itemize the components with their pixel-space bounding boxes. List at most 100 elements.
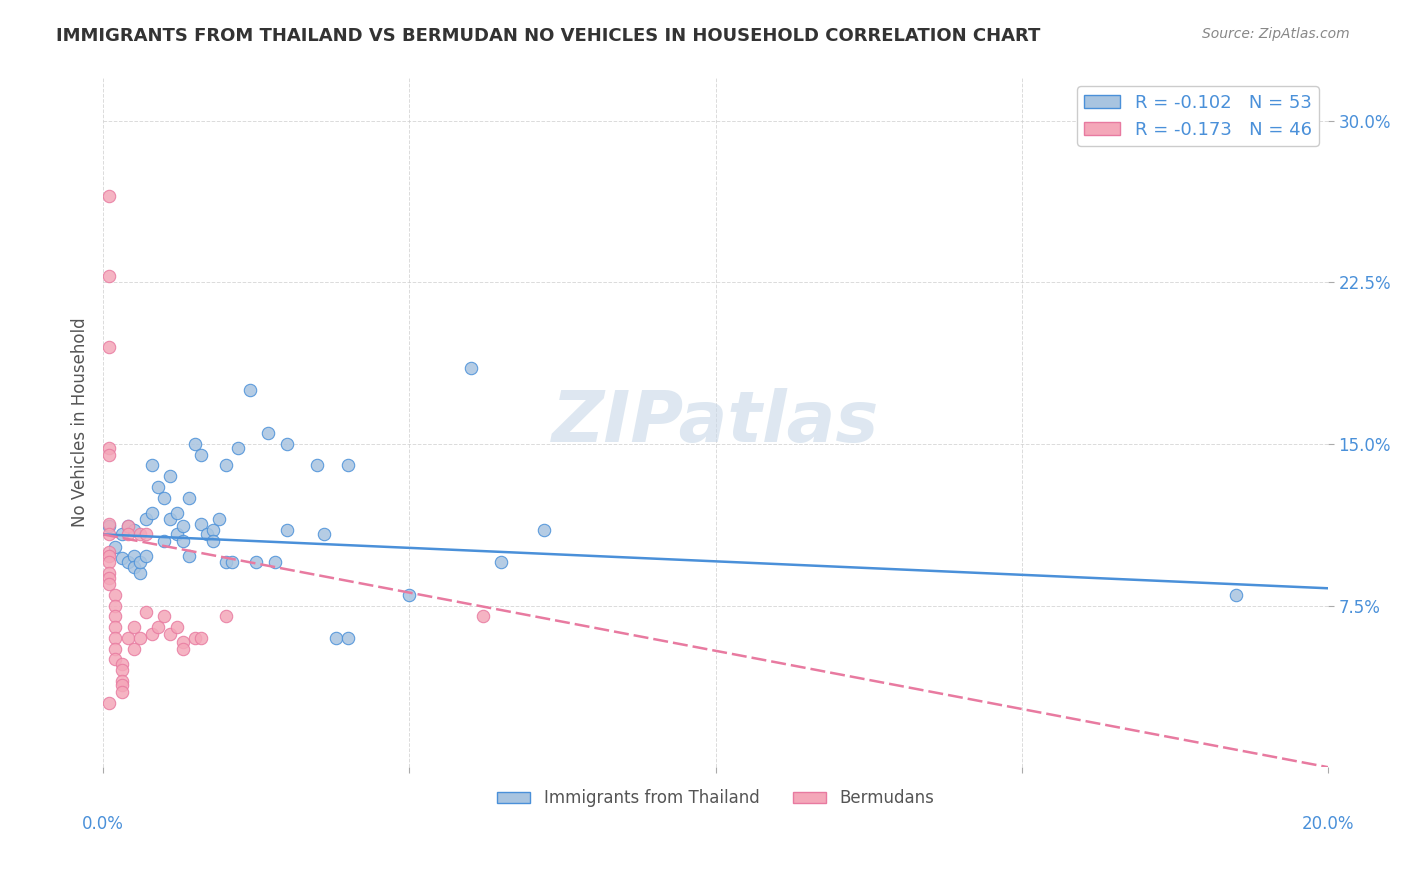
Point xyxy=(312,527,335,541)
Y-axis label: No Vehicles in Household: No Vehicles in Household xyxy=(72,318,89,527)
Point xyxy=(337,631,360,645)
Point xyxy=(245,556,267,570)
Point xyxy=(172,533,194,548)
Point xyxy=(202,523,225,537)
Point xyxy=(98,518,121,533)
Point xyxy=(122,641,145,656)
Text: Source: ZipAtlas.com: Source: ZipAtlas.com xyxy=(1202,27,1350,41)
Point xyxy=(208,512,231,526)
Text: 0.0%: 0.0% xyxy=(82,814,124,832)
Point xyxy=(177,491,200,505)
Point xyxy=(214,556,236,570)
Point xyxy=(122,549,145,563)
Point xyxy=(104,652,127,666)
Text: ZIPatlas: ZIPatlas xyxy=(553,388,879,457)
Point xyxy=(104,641,127,656)
Text: IMMIGRANTS FROM THAILAND VS BERMUDAN NO VEHICLES IN HOUSEHOLD CORRELATION CHART: IMMIGRANTS FROM THAILAND VS BERMUDAN NO … xyxy=(56,27,1040,45)
Point xyxy=(257,426,280,441)
Point xyxy=(135,512,157,526)
Point xyxy=(98,577,121,591)
Point xyxy=(128,631,150,645)
Point xyxy=(153,609,176,624)
Point xyxy=(202,533,225,548)
Point xyxy=(104,541,127,555)
Point xyxy=(166,506,188,520)
Point xyxy=(110,657,132,671)
Point xyxy=(117,518,139,533)
Point xyxy=(471,609,494,624)
Point xyxy=(110,527,132,541)
Point xyxy=(135,605,157,619)
Point xyxy=(122,523,145,537)
Point xyxy=(98,556,121,570)
Point xyxy=(184,631,207,645)
Point xyxy=(135,549,157,563)
Point xyxy=(98,268,121,283)
Point xyxy=(214,458,236,473)
Point xyxy=(148,480,170,494)
Point xyxy=(117,556,139,570)
Point xyxy=(1225,588,1247,602)
Point xyxy=(104,620,127,634)
Point xyxy=(184,437,207,451)
Point xyxy=(190,516,212,531)
Point xyxy=(214,609,236,624)
Point xyxy=(141,458,163,473)
Point xyxy=(226,441,249,455)
Point xyxy=(98,527,121,541)
Point xyxy=(135,527,157,541)
Point xyxy=(166,620,188,634)
Point xyxy=(172,518,194,533)
Point xyxy=(221,556,243,570)
Point xyxy=(141,626,163,640)
Point xyxy=(117,527,139,541)
Point xyxy=(104,588,127,602)
Point xyxy=(98,566,121,581)
Point xyxy=(110,663,132,677)
Point xyxy=(195,527,218,541)
Point xyxy=(98,549,121,563)
Point xyxy=(98,696,121,710)
Point xyxy=(159,512,181,526)
Point xyxy=(172,641,194,656)
Point xyxy=(337,458,360,473)
Point xyxy=(104,631,127,645)
Point xyxy=(110,678,132,692)
Point xyxy=(98,441,121,455)
Point xyxy=(110,673,132,688)
Point xyxy=(190,448,212,462)
Legend: Immigrants from Thailand, Bermudans: Immigrants from Thailand, Bermudans xyxy=(491,782,941,814)
Point xyxy=(153,491,176,505)
Point xyxy=(307,458,329,473)
Point xyxy=(98,189,121,203)
Point xyxy=(190,631,212,645)
Point xyxy=(110,551,132,566)
Point xyxy=(128,527,150,541)
Point xyxy=(325,631,347,645)
Point xyxy=(98,340,121,354)
Point xyxy=(276,437,298,451)
Point xyxy=(104,609,127,624)
Point xyxy=(98,544,121,558)
Point xyxy=(98,570,121,584)
Point xyxy=(177,549,200,563)
Point xyxy=(159,469,181,483)
Point xyxy=(239,383,262,397)
Point xyxy=(398,588,420,602)
Point xyxy=(110,684,132,698)
Point xyxy=(533,523,555,537)
Point xyxy=(122,620,145,634)
Text: 20.0%: 20.0% xyxy=(1302,814,1354,832)
Point xyxy=(128,566,150,581)
Point xyxy=(263,556,285,570)
Point xyxy=(276,523,298,537)
Point xyxy=(141,506,163,520)
Point xyxy=(489,556,512,570)
Point xyxy=(166,527,188,541)
Point xyxy=(117,631,139,645)
Point xyxy=(98,516,121,531)
Point xyxy=(159,626,181,640)
Point xyxy=(117,518,139,533)
Point xyxy=(104,599,127,613)
Point xyxy=(148,620,170,634)
